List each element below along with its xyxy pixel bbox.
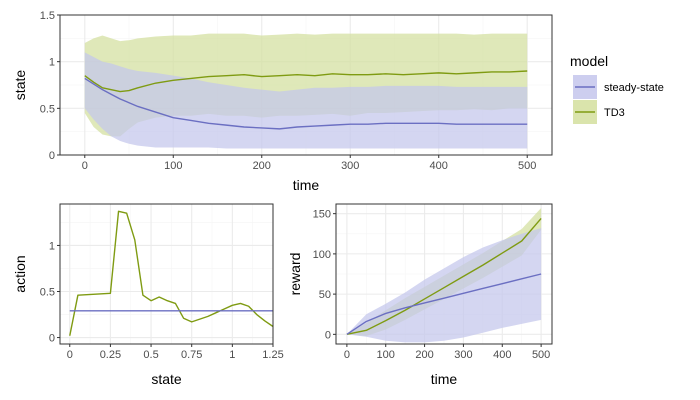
series-line-td3 (346, 218, 542, 336)
x-tick-label: 0.5 (143, 349, 158, 361)
plot-background (60, 204, 273, 344)
plot-area (84, 33, 528, 149)
y-axis-title: reward (287, 253, 303, 296)
y-tick-label: 0 (325, 329, 331, 341)
legend-item-td3: TD3 (573, 100, 625, 124)
y-axis-title: state (12, 70, 28, 101)
x-tick-label: 500 (518, 160, 536, 172)
series-line-td3 (69, 210, 273, 336)
x-tick-label: 100 (377, 349, 395, 361)
x-tick-label: 1 (229, 349, 235, 361)
legend-label: steady-state (604, 82, 664, 94)
x-tick-label: 500 (532, 349, 550, 361)
reward-vs-time-chart: 0 100 200 300 400 500 0 50 100 150 time reward (287, 203, 553, 387)
y-tick-label: 1 (49, 57, 55, 69)
y-tick-label: 1.5 (40, 10, 55, 22)
legend-label: TD3 (604, 107, 625, 119)
confidence-band-steady-state (346, 228, 542, 343)
state-vs-time-chart: 0 100 200 300 400 500 0 0.5 1 1.5 time state (12, 10, 553, 193)
series-line-td3 (84, 70, 528, 93)
panel-border (59, 203, 274, 345)
plot-area (346, 208, 542, 343)
action-vs-state-chart: 0 0.25 0.5 0.75 1 1.25 0 0.5 1 state action (12, 203, 284, 387)
x-tick-label: 0.75 (181, 349, 202, 361)
x-tick-label: 100 (164, 160, 182, 172)
x-axis-title: time (431, 371, 458, 387)
x-tick-label: 200 (253, 160, 271, 172)
x-tick-label: 0 (344, 349, 350, 361)
x-tick-label: 0.25 (100, 349, 121, 361)
x-tick-label: 0 (82, 160, 88, 172)
x-axis-title: state (151, 371, 182, 387)
confidence-band-steady-state (84, 52, 528, 149)
y-tick-label: 1 (49, 240, 55, 252)
y-tick-label: 0.5 (40, 103, 55, 115)
panel-border (59, 14, 553, 156)
y-tick-label: 50 (319, 289, 331, 301)
plot-area (69, 210, 273, 336)
legend: model steady-state TD3 (570, 53, 664, 124)
x-tick-label: 400 (493, 349, 511, 361)
legend-title: model (570, 53, 608, 69)
legend-item-steady-state: steady-state (573, 75, 664, 99)
x-tick-label: 300 (341, 160, 359, 172)
x-axis-title: time (293, 177, 320, 193)
x-tick-label: 300 (454, 349, 472, 361)
x-tick-label: 1.25 (262, 349, 283, 361)
y-tick-label: 150 (313, 209, 331, 221)
x-tick-label: 200 (415, 349, 433, 361)
y-axis-title: action (12, 255, 28, 292)
y-tick-label: 0 (49, 333, 55, 345)
series-line-steady-state (346, 273, 542, 335)
y-tick-label: 0 (49, 150, 55, 162)
panel-border (335, 203, 553, 345)
y-tick-label: 100 (313, 249, 331, 261)
x-tick-label: 400 (430, 160, 448, 172)
y-tick-label: 0.5 (40, 287, 55, 299)
x-tick-label: 0 (67, 349, 73, 361)
series-line-steady-state (84, 77, 528, 130)
